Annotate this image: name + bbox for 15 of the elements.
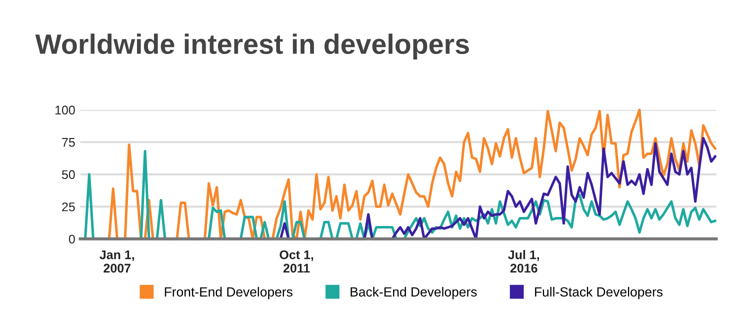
legend-label: Full-Stack Developers — [535, 286, 663, 300]
x-tick-label: Oct 1, 2011 — [280, 250, 314, 273]
x-tick-label: Jul 1, 2016 — [508, 250, 539, 273]
line-series — [279, 137, 717, 240]
y-tick-label: 100 — [55, 106, 75, 115]
x-tick-label: Jan 1, 2007 — [100, 250, 134, 273]
y-tick-label: 50 — [62, 170, 75, 180]
chart-title: Worldwide interest in developers — [35, 34, 469, 60]
legend-label: Back-End Developers — [350, 286, 477, 300]
y-tick-label: 25 — [62, 202, 75, 212]
legend-label: Front-End Developers — [164, 286, 292, 300]
line-series — [108, 108, 717, 240]
y-tick-label: 0 — [68, 234, 75, 244]
line-series — [84, 150, 717, 240]
y-tick-label: 75 — [62, 138, 75, 147]
